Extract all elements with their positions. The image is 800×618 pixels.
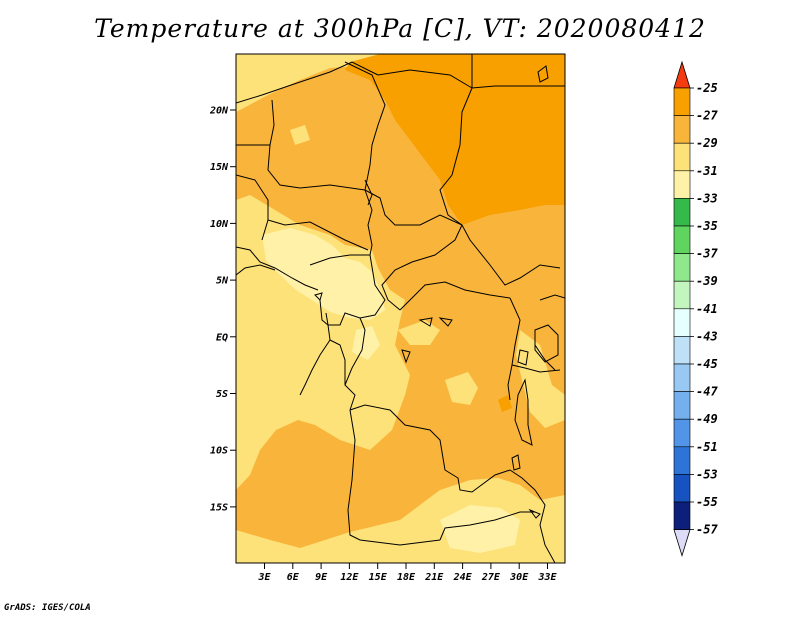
lat-tick-label: 20N bbox=[209, 106, 229, 117]
latitude-axis: 20N 15N 10N 5N EQ 5S 10S 15S bbox=[209, 106, 236, 513]
grads-credit: GrADS: IGES/COLA bbox=[4, 603, 91, 613]
lat-tick-label: 15S bbox=[210, 502, 228, 513]
colorbar-label: -33 bbox=[696, 191, 718, 205]
longitude-axis: 3E 6E 9E 12E 15E 18E 21E 24E 27E 30E 33E bbox=[257, 563, 558, 583]
lat-tick-label: 10S bbox=[210, 446, 228, 457]
colorbar-swatch bbox=[673, 198, 691, 227]
colorbar-label: -43 bbox=[696, 329, 718, 343]
shade-33-35-west bbox=[262, 228, 385, 320]
colorbar-swatch bbox=[673, 391, 691, 420]
shade-33-35-south bbox=[440, 505, 520, 553]
lat-tick-label: 15N bbox=[210, 162, 229, 173]
colorbar-swatch bbox=[673, 225, 691, 254]
colorbar-label: -31 bbox=[696, 164, 718, 178]
map-frame bbox=[235, 53, 566, 564]
colorbar-swatch bbox=[673, 336, 691, 365]
lakes bbox=[314, 65, 559, 519]
lon-tick-label: 33E bbox=[537, 572, 557, 583]
colorbar-swatch bbox=[673, 253, 691, 282]
lon-tick-label: 24E bbox=[453, 572, 473, 583]
lon-tick-label: 9E bbox=[315, 572, 328, 583]
lon-tick-label: 15E bbox=[369, 572, 388, 583]
lon-tick-label: 30E bbox=[509, 572, 529, 583]
map-title: Temperature at 300hPa [C], VT: 202008041… bbox=[94, 14, 706, 43]
colorbar: -25 -27 -29 -31 -33 -35 -37 -39 -41 -43 -45 -47 -49 -… bbox=[673, 60, 718, 557]
colorbar-label: -49 bbox=[696, 412, 718, 426]
colorbar-swatch bbox=[673, 115, 691, 144]
lon-tick-label: 3E bbox=[257, 572, 271, 583]
lon-tick-label: 12E bbox=[340, 572, 359, 583]
colorbar-label: -39 bbox=[696, 274, 718, 288]
colorbar-label: -53 bbox=[696, 467, 718, 481]
shade-31-33-patch bbox=[290, 125, 310, 145]
colorbar-top-arrow bbox=[673, 60, 691, 89]
colorbar-swatch bbox=[673, 363, 691, 392]
colorbar-label: -25 bbox=[696, 81, 718, 95]
colorbar-swatch bbox=[673, 170, 691, 199]
colorbar-bottom-arrow bbox=[673, 529, 691, 557]
colorbar-label: -55 bbox=[696, 495, 718, 509]
lon-tick-label: 21E bbox=[424, 572, 444, 583]
colorbar-swatch bbox=[673, 142, 691, 172]
lon-tick-label: 27E bbox=[481, 572, 501, 583]
colorbar-swatch bbox=[673, 418, 691, 448]
colorbar-swatch bbox=[673, 446, 691, 475]
colorbar-label: -41 bbox=[696, 302, 718, 316]
colorbar-label: -27 bbox=[696, 109, 718, 123]
colorbar-swatch bbox=[673, 308, 691, 337]
colorbar-swatch bbox=[673, 474, 691, 503]
lat-tick-label: 5N bbox=[216, 276, 229, 287]
colorbar-label: -37 bbox=[696, 247, 718, 261]
colorbar-label: -57 bbox=[696, 523, 718, 537]
country-borders bbox=[236, 54, 565, 563]
lon-tick-label: 6E bbox=[287, 572, 300, 583]
colorbar-label: -45 bbox=[696, 357, 718, 371]
colorbar-swatch bbox=[673, 87, 691, 116]
shade-31-33-center bbox=[445, 372, 478, 405]
colorbar-label: -29 bbox=[696, 136, 718, 150]
colorbar-label: -35 bbox=[696, 219, 718, 233]
lon-tick-label: 18E bbox=[397, 572, 416, 583]
shade-31-33-north bbox=[236, 54, 382, 112]
colorbar-swatch bbox=[673, 501, 691, 530]
lat-tick-label: 10N bbox=[210, 219, 229, 230]
shade-27-29-northeast bbox=[345, 54, 565, 225]
colorbar-label: -51 bbox=[696, 440, 718, 454]
shade-33-35-small bbox=[352, 326, 380, 360]
lat-tick-label: EQ bbox=[216, 332, 228, 343]
lat-tick-label: 5S bbox=[216, 389, 228, 400]
shade-27-29-spot bbox=[498, 395, 512, 412]
colorbar-label: -47 bbox=[696, 385, 718, 399]
colorbar-swatch bbox=[673, 280, 691, 310]
